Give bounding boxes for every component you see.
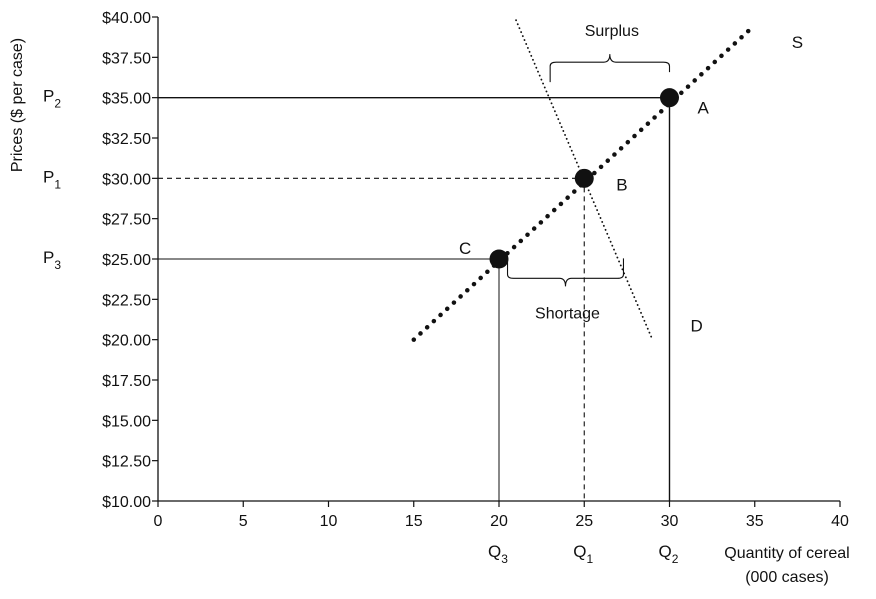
price-level-subscript: 3 bbox=[54, 258, 61, 272]
x-tick-label: 5 bbox=[239, 513, 248, 530]
point-label-c: C bbox=[459, 239, 471, 258]
bracket-label-surplus: Surplus bbox=[585, 23, 639, 40]
quantity-level-label: Q1 bbox=[573, 542, 593, 566]
bracket-surplus bbox=[549, 54, 671, 83]
y-tick-labels: $10.00 $12.50 $15.00 $17.50 $20.00 $22.50 $25.… bbox=[102, 10, 158, 511]
curve-label-s: S bbox=[792, 33, 803, 52]
x-tick-label: 0 bbox=[154, 513, 163, 530]
price-level-label: P2 bbox=[43, 87, 61, 111]
price-level-label: P3 bbox=[43, 248, 61, 272]
x-tick-label: 35 bbox=[746, 513, 764, 530]
y-axis-label: Prices ($ per case) bbox=[9, 38, 26, 172]
y-tick-label: $30.00 bbox=[102, 171, 151, 188]
x-axis-label-units: (000 cases) bbox=[745, 569, 829, 586]
y-tick-label: $17.50 bbox=[102, 373, 151, 390]
y-tick-label: $12.50 bbox=[102, 454, 151, 471]
quantity-level-subscript: 2 bbox=[672, 552, 679, 566]
x-tick-label: 15 bbox=[405, 513, 423, 530]
quantity-level-subscript: 3 bbox=[501, 552, 508, 566]
quantity-level-label: Q2 bbox=[659, 542, 679, 566]
curve-label-d: D bbox=[690, 317, 702, 336]
quantity-level-label: Q3 bbox=[488, 542, 508, 566]
x-tick-label: 30 bbox=[661, 513, 679, 530]
x-axis-label: Quantity of cereal bbox=[724, 545, 849, 562]
y-tick-label: $22.50 bbox=[102, 292, 151, 309]
point-label-b: B bbox=[616, 175, 627, 194]
price-level-subscript: 1 bbox=[54, 177, 61, 191]
equilibrium-points: A B C bbox=[459, 88, 710, 269]
x-tick-label: 25 bbox=[575, 513, 593, 530]
y-tick-label: $32.50 bbox=[102, 131, 151, 148]
x-tick-label: 20 bbox=[490, 513, 508, 530]
y-tick-label: $20.00 bbox=[102, 333, 151, 350]
x-tick-label: 40 bbox=[831, 513, 849, 530]
bracket-label-shortage: Shortage bbox=[535, 305, 600, 322]
price-level-label: P1 bbox=[43, 167, 61, 191]
price-level-subscript: 2 bbox=[54, 97, 61, 111]
bracket-shortage bbox=[506, 258, 625, 287]
quantity-level-subscript: 1 bbox=[586, 552, 593, 566]
y-tick-label: $35.00 bbox=[102, 91, 151, 108]
curves: SD bbox=[411, 19, 803, 342]
point-a bbox=[660, 88, 679, 108]
point-c bbox=[489, 249, 509, 269]
y-tick-label: $25.00 bbox=[102, 252, 151, 269]
y-tick-label: $27.50 bbox=[102, 212, 151, 229]
reference-lines bbox=[158, 96, 671, 501]
point-b bbox=[574, 168, 594, 188]
y-tick-label: $15.00 bbox=[102, 413, 151, 430]
x-tick-label: 10 bbox=[320, 513, 338, 530]
y-tick-label: $37.50 bbox=[102, 50, 151, 67]
level-labels: P2 P1 P3 Q3 Q1 Q2 bbox=[43, 87, 679, 566]
y-tick-label: $10.00 bbox=[102, 494, 151, 511]
y-tick-label: $40.00 bbox=[102, 10, 151, 27]
point-label-a: A bbox=[698, 99, 710, 118]
x-tick-labels: 0 5 10 15 20 25 30 35 40 bbox=[154, 501, 849, 530]
